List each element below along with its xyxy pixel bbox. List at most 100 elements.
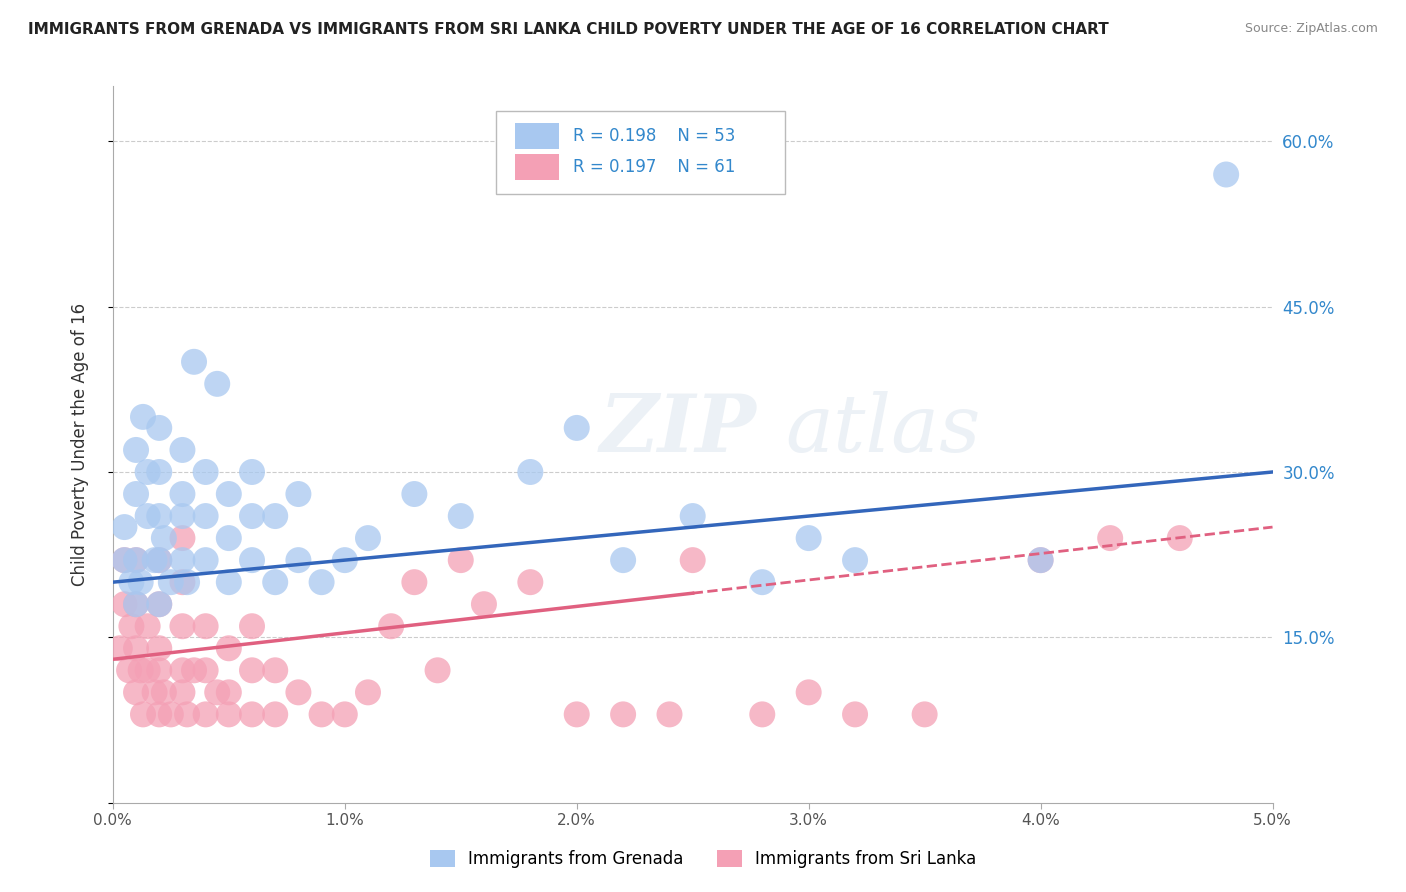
Point xyxy=(205,376,228,391)
Bar xyxy=(515,154,560,180)
Text: Source: ZipAtlas.com: Source: ZipAtlas.com xyxy=(1244,22,1378,36)
Point xyxy=(194,707,217,722)
Point xyxy=(129,663,152,677)
Point xyxy=(132,707,155,722)
Point xyxy=(333,707,356,722)
Point xyxy=(311,707,333,722)
Point xyxy=(264,575,287,590)
Point xyxy=(1099,531,1122,545)
Point xyxy=(287,487,309,501)
Point xyxy=(125,553,148,567)
Point xyxy=(844,553,866,567)
Point xyxy=(148,465,170,479)
Point xyxy=(125,597,148,611)
Point xyxy=(380,619,402,633)
Point xyxy=(183,355,205,369)
Point xyxy=(148,597,170,611)
Point xyxy=(519,465,541,479)
Point xyxy=(172,663,194,677)
Text: ZIP: ZIP xyxy=(600,392,756,469)
Point xyxy=(751,707,773,722)
Point xyxy=(333,553,356,567)
Point xyxy=(472,597,495,611)
Point xyxy=(125,487,148,501)
Point xyxy=(311,575,333,590)
Point xyxy=(612,707,634,722)
Point xyxy=(114,597,136,611)
Point xyxy=(114,553,136,567)
Point xyxy=(519,575,541,590)
Point xyxy=(153,531,176,545)
Point xyxy=(450,509,472,524)
Point xyxy=(914,707,936,722)
Point xyxy=(148,553,170,567)
Point xyxy=(357,685,380,699)
Point xyxy=(797,685,820,699)
Point xyxy=(264,663,287,677)
Point xyxy=(218,531,240,545)
FancyBboxPatch shape xyxy=(495,112,786,194)
Point xyxy=(176,575,198,590)
Point xyxy=(240,509,263,524)
Point xyxy=(172,442,194,457)
Point xyxy=(218,575,240,590)
Point xyxy=(287,685,309,699)
Point xyxy=(114,520,136,534)
Point xyxy=(287,553,309,567)
Point xyxy=(1215,168,1237,182)
Point xyxy=(176,707,198,722)
Point xyxy=(183,663,205,677)
Point xyxy=(682,509,704,524)
Point xyxy=(125,442,148,457)
Point xyxy=(136,465,159,479)
Bar xyxy=(515,123,560,149)
Point xyxy=(205,685,228,699)
Point xyxy=(132,409,155,424)
Point xyxy=(194,509,217,524)
Point xyxy=(240,465,263,479)
Point xyxy=(160,707,183,722)
Point xyxy=(172,619,194,633)
Point xyxy=(751,575,773,590)
Point xyxy=(125,597,148,611)
Point xyxy=(172,685,194,699)
Point xyxy=(194,663,217,677)
Point xyxy=(218,707,240,722)
Point xyxy=(682,553,704,567)
Point xyxy=(136,509,159,524)
Point xyxy=(194,553,217,567)
Point xyxy=(125,641,148,656)
Text: R = 0.197    N = 61: R = 0.197 N = 61 xyxy=(574,158,735,177)
Point xyxy=(172,509,194,524)
Point xyxy=(426,663,449,677)
Point xyxy=(120,619,142,633)
Point xyxy=(148,663,170,677)
Point xyxy=(565,707,588,722)
Point xyxy=(118,663,141,677)
Point xyxy=(172,575,194,590)
Point xyxy=(357,531,380,545)
Point xyxy=(153,685,176,699)
Point xyxy=(1029,553,1052,567)
Point xyxy=(148,641,170,656)
Point xyxy=(125,685,148,699)
Point xyxy=(404,575,426,590)
Point xyxy=(450,553,472,567)
Point xyxy=(240,553,263,567)
Point xyxy=(148,509,170,524)
Point xyxy=(1168,531,1191,545)
Point xyxy=(136,619,159,633)
Point xyxy=(264,707,287,722)
Legend: Immigrants from Grenada, Immigrants from Sri Lanka: Immigrants from Grenada, Immigrants from… xyxy=(423,843,983,875)
Point xyxy=(194,465,217,479)
Point xyxy=(240,663,263,677)
Point xyxy=(160,575,183,590)
Point xyxy=(148,597,170,611)
Point xyxy=(172,487,194,501)
Point xyxy=(844,707,866,722)
Point xyxy=(143,685,166,699)
Point xyxy=(172,531,194,545)
Point xyxy=(240,707,263,722)
Point xyxy=(658,707,681,722)
Point xyxy=(404,487,426,501)
